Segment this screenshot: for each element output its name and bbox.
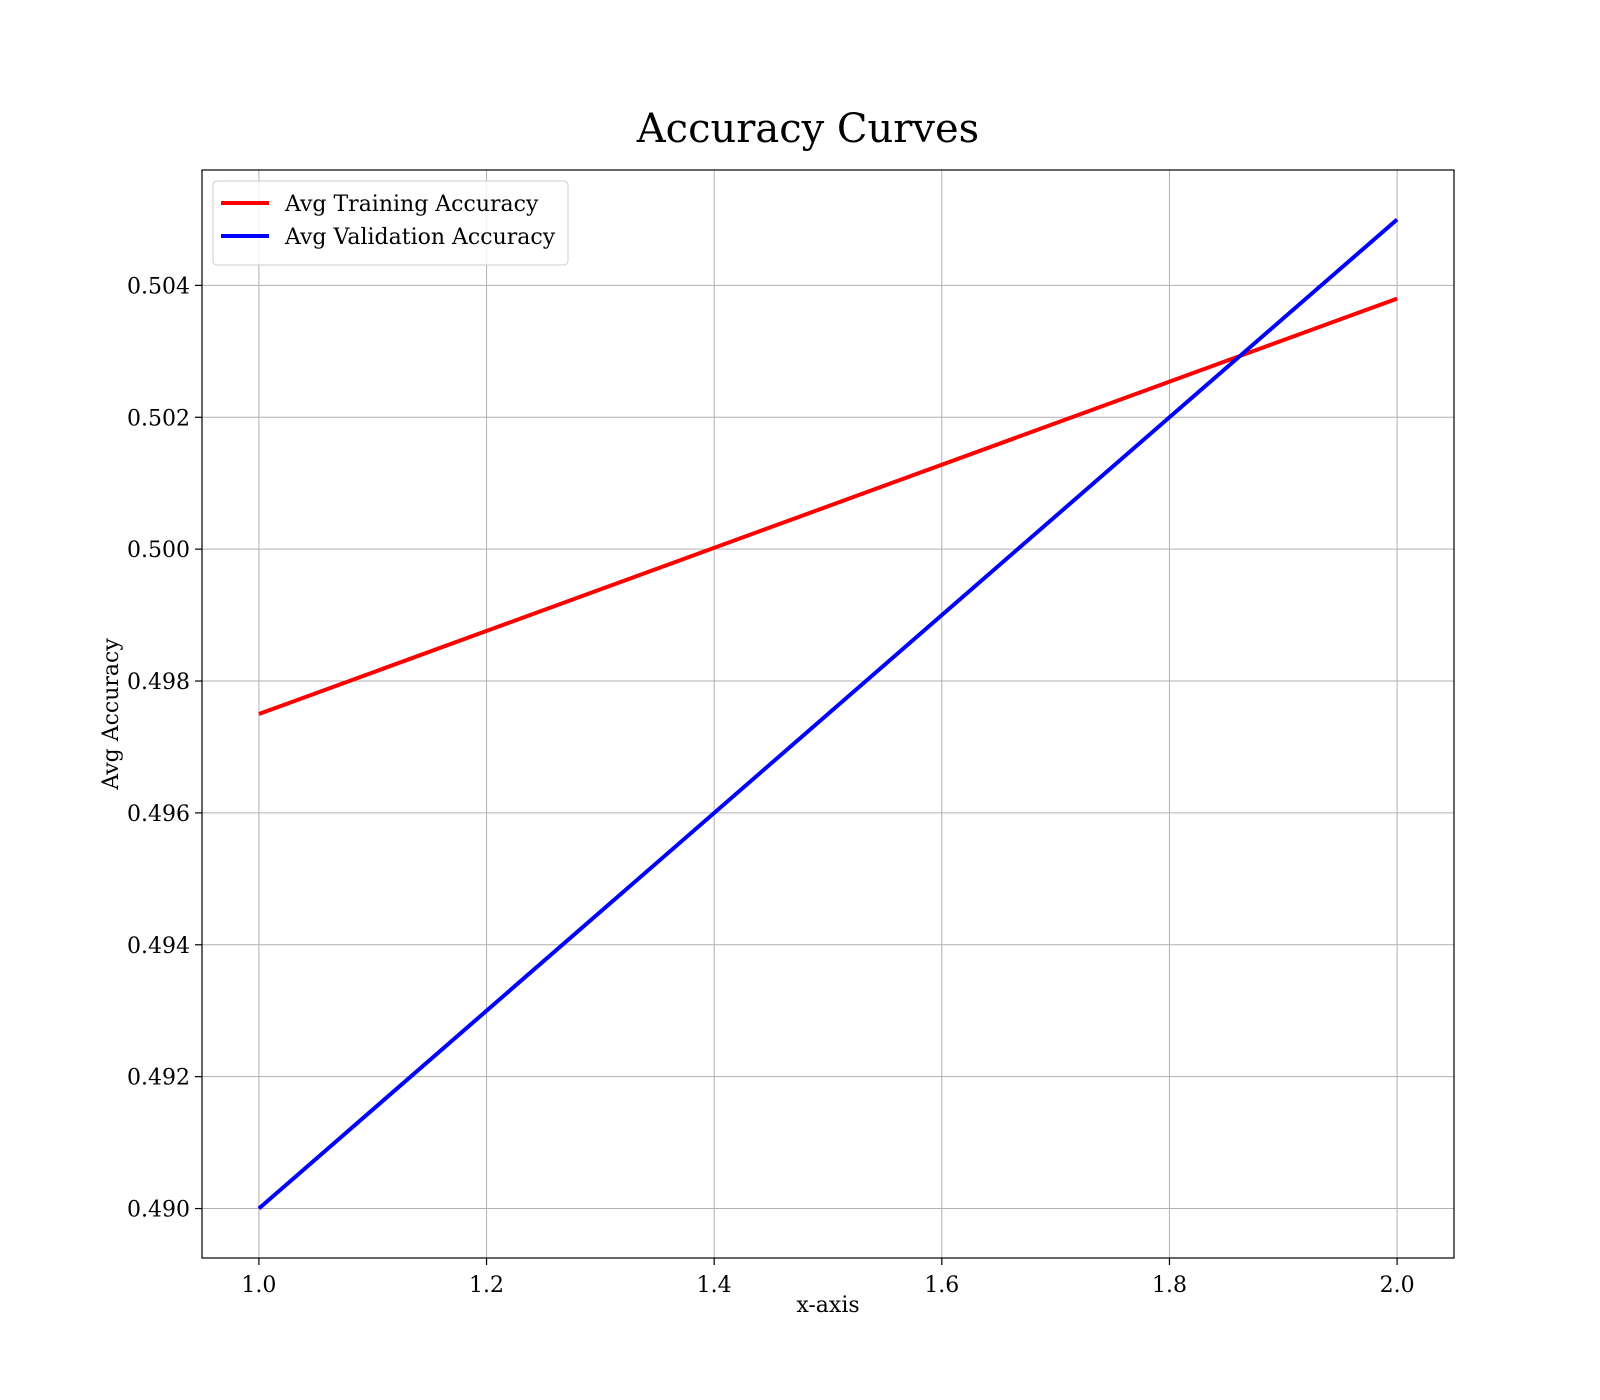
- legend-label: Avg Validation Accuracy: [284, 225, 556, 250]
- y-tick-label: 0.494: [127, 934, 190, 959]
- grid-layer: [202, 170, 1454, 1258]
- series-line-0: [258, 296, 1398, 716]
- y-axis-label: Avg Accuracy: [99, 638, 124, 791]
- series-line-1: [257, 217, 1399, 1211]
- plot-frame: [201, 169, 1455, 1259]
- chart-title: Accuracy Curves: [636, 106, 979, 152]
- legend-label: Avg Training Accuracy: [284, 192, 539, 217]
- series-layer: [257, 217, 1399, 1211]
- y-tick-label: 0.490: [127, 1198, 190, 1223]
- ticks-layer: 1.0 1.2 1.4 1.6 1.8 2.0 0.490 0.492 0.494 0.496 0.…: [127, 274, 1415, 1298]
- legend: Avg Training Accuracy Avg Validation Accu…: [212, 180, 569, 266]
- x-tick-label: 1.2: [469, 1273, 504, 1298]
- y-tick-label: 0.504: [127, 274, 190, 299]
- y-tick-label: 0.496: [127, 802, 190, 827]
- x-tick-label: 1.0: [241, 1273, 276, 1298]
- x-tick-label: 1.8: [1152, 1273, 1187, 1298]
- y-tick-label: 0.498: [127, 670, 190, 695]
- legend-box: [212, 180, 569, 266]
- y-tick-label: 0.492: [127, 1066, 190, 1091]
- x-tick-label: 2.0: [1380, 1273, 1415, 1298]
- x-axis-label: x-axis: [796, 1293, 859, 1318]
- y-tick-label: 0.500: [127, 538, 190, 563]
- x-tick-label: 1.6: [924, 1273, 959, 1298]
- y-tick-label: 0.502: [127, 406, 190, 431]
- x-tick-label: 1.4: [697, 1273, 732, 1298]
